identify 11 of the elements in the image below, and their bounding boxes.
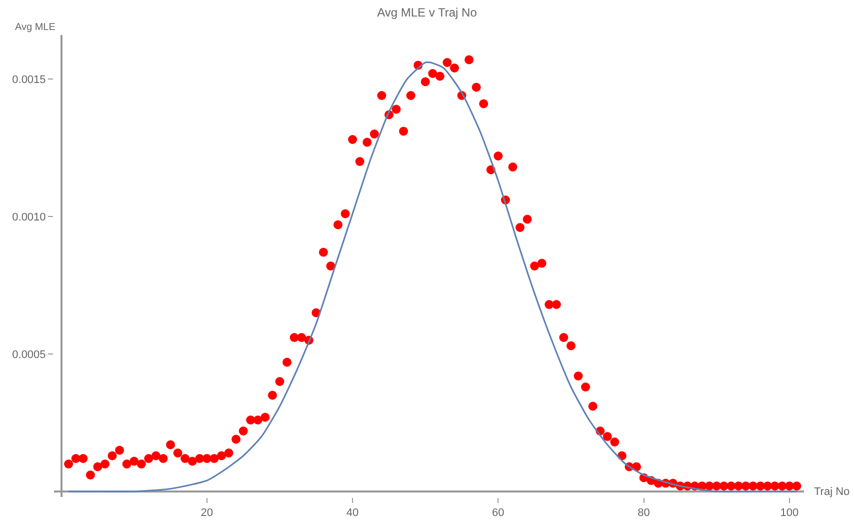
- x-tick-label: 20: [200, 507, 214, 520]
- x-tick-label: 80: [638, 507, 650, 520]
- x-tick-label: 40: [346, 507, 359, 520]
- x-tick-label: 100: [780, 507, 799, 520]
- chart-title: Avg MLE v Traj No: [377, 5, 478, 20]
- x-tick-label: 60: [492, 507, 504, 520]
- x-axis-title: Traj No: [814, 486, 850, 498]
- y-axis-title: Avg MLE: [15, 22, 56, 33]
- y-tick-label: 0.0010: [12, 211, 46, 224]
- y-tick-label: 0.0015: [12, 74, 46, 86]
- y-tick-label: 0.0005: [12, 348, 46, 361]
